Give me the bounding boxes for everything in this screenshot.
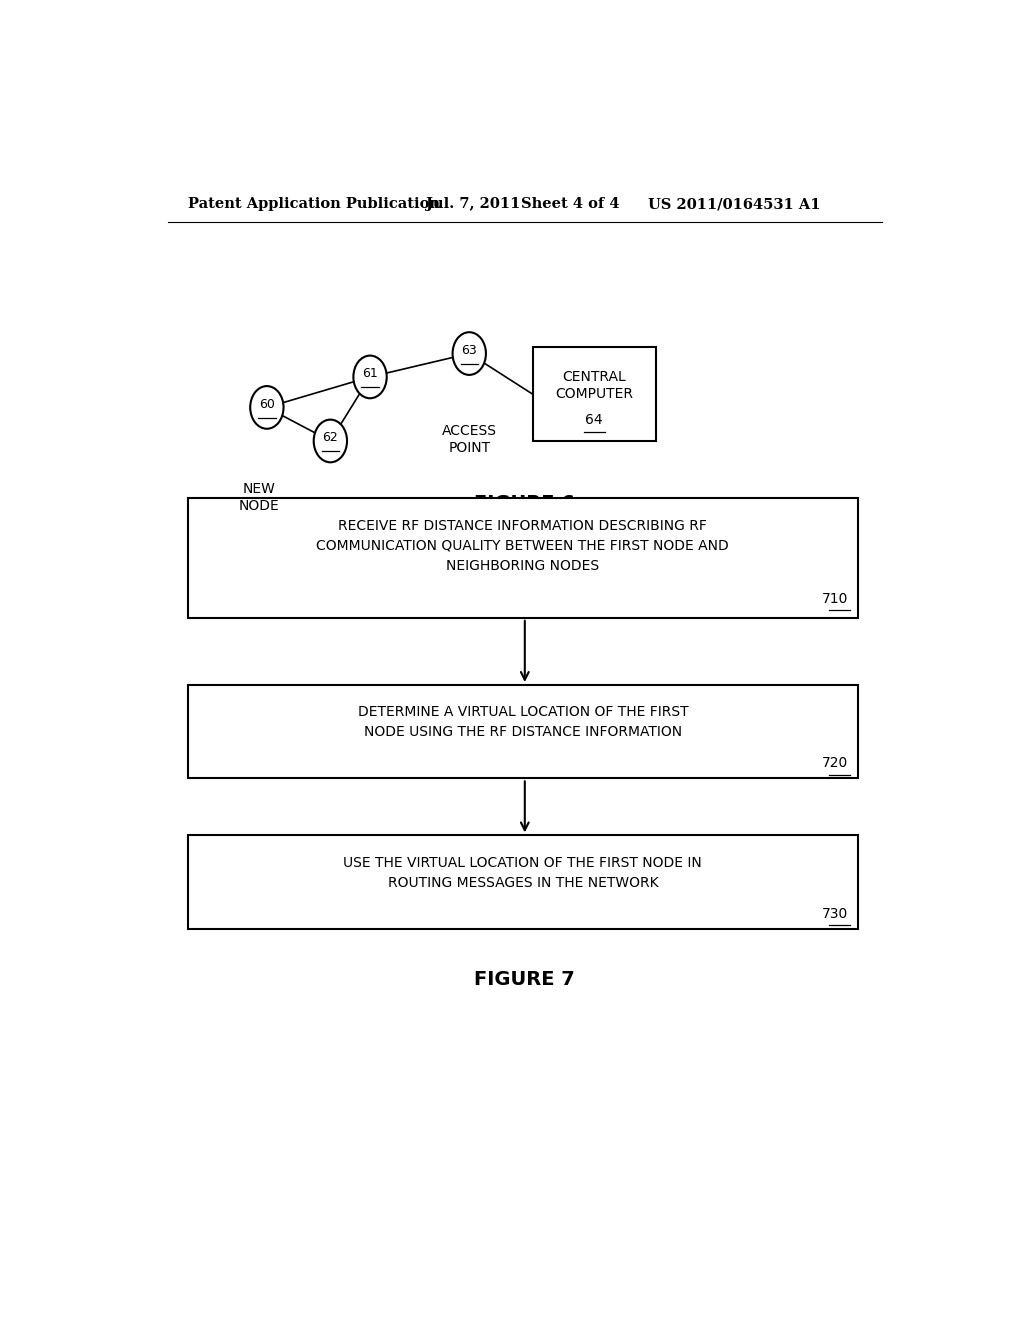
- Circle shape: [353, 355, 387, 399]
- Text: 720: 720: [822, 756, 849, 771]
- Text: FIGURE 6: FIGURE 6: [474, 495, 575, 513]
- Text: 700: 700: [283, 549, 311, 565]
- Text: DETERMINE A VIRTUAL LOCATION OF THE FIRST
NODE USING THE RF DISTANCE INFORMATION: DETERMINE A VIRTUAL LOCATION OF THE FIRS…: [357, 705, 688, 739]
- Text: Jul. 7, 2011: Jul. 7, 2011: [426, 197, 520, 211]
- Text: FIGURE 7: FIGURE 7: [474, 970, 575, 989]
- Bar: [187, 836, 858, 929]
- Text: US 2011/0164531 A1: US 2011/0164531 A1: [648, 197, 820, 211]
- Text: 60: 60: [259, 397, 274, 411]
- Text: 62: 62: [323, 432, 338, 445]
- Text: Sheet 4 of 4: Sheet 4 of 4: [521, 197, 620, 211]
- Text: ACCESS
POINT: ACCESS POINT: [441, 424, 497, 455]
- Text: CENTRAL: CENTRAL: [562, 371, 626, 384]
- Text: 63: 63: [462, 345, 477, 356]
- Text: Patent Application Publication: Patent Application Publication: [187, 197, 439, 211]
- Circle shape: [453, 333, 486, 375]
- Bar: [187, 498, 858, 618]
- Circle shape: [313, 420, 347, 462]
- Text: 61: 61: [362, 367, 378, 380]
- Text: 64: 64: [586, 413, 603, 428]
- Text: USE THE VIRTUAL LOCATION OF THE FIRST NODE IN
ROUTING MESSAGES IN THE NETWORK: USE THE VIRTUAL LOCATION OF THE FIRST NO…: [343, 855, 702, 890]
- Circle shape: [250, 385, 284, 429]
- Text: NEW
NODE: NEW NODE: [239, 482, 280, 513]
- Text: 730: 730: [822, 907, 849, 921]
- Bar: [532, 347, 655, 441]
- Text: COMPUTER: COMPUTER: [555, 387, 633, 401]
- Text: RECEIVE RF DISTANCE INFORMATION DESCRIBING RF
COMMUNICATION QUALITY BETWEEN THE : RECEIVE RF DISTANCE INFORMATION DESCRIBI…: [316, 519, 729, 573]
- Bar: [187, 685, 858, 779]
- Text: 710: 710: [822, 591, 849, 606]
